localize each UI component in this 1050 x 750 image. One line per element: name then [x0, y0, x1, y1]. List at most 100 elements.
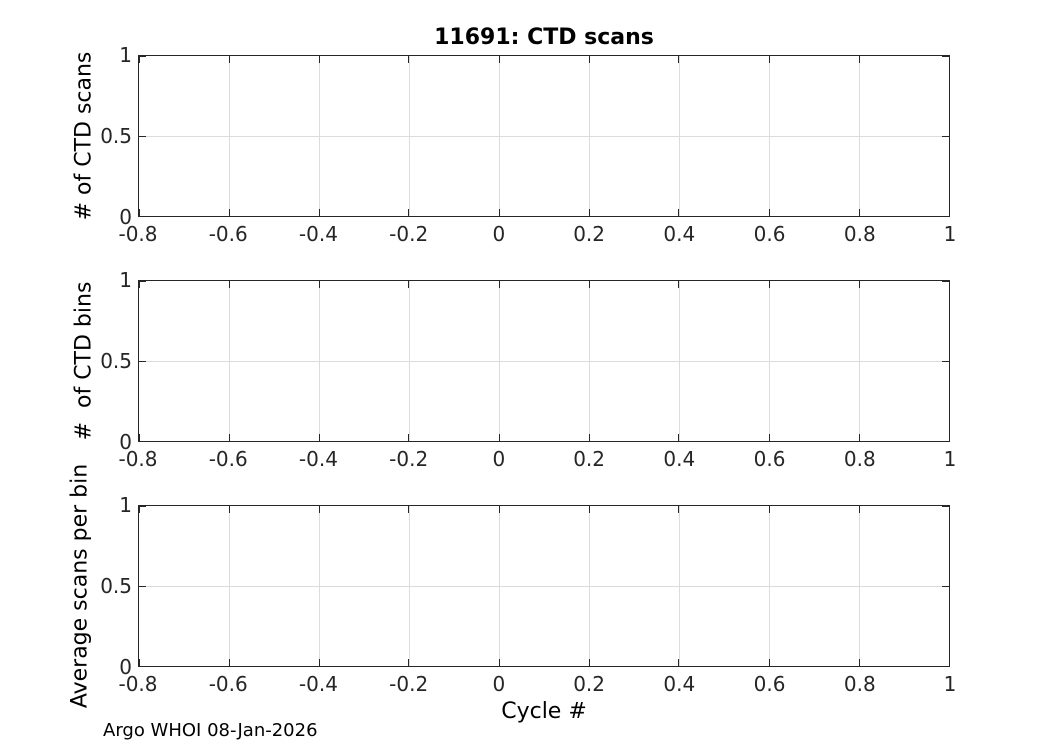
x-tickmark-bottom — [588, 659, 590, 666]
x-tick-label: 0 — [492, 447, 506, 471]
x-tickmark-bottom — [588, 209, 590, 216]
x-tickmark-bottom — [948, 209, 950, 216]
x-tickmark-top — [948, 506, 950, 513]
x-tickmark-bottom — [138, 434, 140, 441]
x-tickmark-bottom — [408, 659, 410, 666]
y-tickmark-left — [139, 55, 146, 57]
y-tickmark-right — [942, 665, 949, 667]
x-tickmark-top — [408, 56, 410, 63]
x-tickmark-bottom — [858, 209, 860, 216]
x-tick-label: 0.2 — [573, 672, 606, 696]
y-tickmark-left — [139, 585, 146, 587]
x-tickmark-top — [498, 506, 500, 513]
x-tick-label: -0.8 — [118, 222, 158, 246]
y-tickmark-left — [139, 665, 146, 667]
x-tickmark-bottom — [228, 659, 230, 666]
x-tickmark-bottom — [408, 434, 410, 441]
x-tick-label: 0.4 — [663, 672, 696, 696]
x-tickmark-bottom — [588, 434, 590, 441]
y-tickmark-left — [139, 280, 146, 282]
x-tickmark-top — [858, 281, 860, 288]
y-tickmark-right — [942, 585, 949, 587]
y-tickmark-right — [942, 55, 949, 57]
x-tickmark-bottom — [678, 209, 680, 216]
x-tick-label: -0.6 — [208, 222, 248, 246]
x-tickmark-top — [318, 56, 320, 63]
x-tickmark-top — [858, 56, 860, 63]
x-tickmark-bottom — [948, 659, 950, 666]
y-tick-label: 0.5 — [100, 124, 132, 148]
x-tick-label: -0.2 — [389, 222, 429, 246]
x-tickmark-top — [948, 281, 950, 288]
x-tickmark-top — [408, 506, 410, 513]
y-tickmark-left — [139, 440, 146, 442]
x-tick-label: -0.4 — [298, 447, 338, 471]
x-tickmark-bottom — [768, 434, 770, 441]
x-tick-label: 1 — [943, 447, 957, 471]
x-tick-label: 0.6 — [753, 672, 786, 696]
x-tickmark-top — [138, 506, 140, 513]
y-tick-label: 0.5 — [100, 574, 132, 598]
plot-area-ctd-bins — [138, 280, 950, 442]
x-tick-label: 0.4 — [663, 447, 696, 471]
x-tickmark-bottom — [858, 659, 860, 666]
x-axis-label: Cycle # — [501, 699, 587, 724]
x-tickmark-top — [228, 506, 230, 513]
plot-area-ctd-scans — [138, 55, 950, 217]
x-tickmark-top — [678, 506, 680, 513]
y-gridline — [139, 586, 949, 587]
x-tickmark-bottom — [768, 209, 770, 216]
plot-area-avg-scans — [138, 505, 950, 667]
x-tick-label: -0.4 — [298, 222, 338, 246]
x-tickmark-top — [588, 56, 590, 63]
x-tickmark-top — [678, 281, 680, 288]
x-tickmark-top — [498, 56, 500, 63]
x-tick-labels-avg-scans: -0.8 -0.6 -0.4 -0.2 0 0.2 0.4 0.6 0.8 1 — [118, 672, 956, 698]
x-tickmark-bottom — [498, 434, 500, 441]
x-tickmark-bottom — [498, 209, 500, 216]
y-tickmark-right — [942, 440, 949, 442]
x-tickmark-bottom — [858, 434, 860, 441]
x-tickmark-top — [138, 56, 140, 63]
y-tick-label: 0 — [119, 430, 132, 454]
x-tickmark-top — [228, 281, 230, 288]
x-tickmark-top — [318, 506, 320, 513]
x-tick-label: 0.4 — [663, 222, 696, 246]
x-tickmark-top — [768, 56, 770, 63]
x-tickmark-top — [948, 56, 950, 63]
y-tickmark-right — [942, 280, 949, 282]
x-tickmark-bottom — [408, 209, 410, 216]
x-tick-label: 1 — [943, 222, 957, 246]
x-tickmark-top — [498, 281, 500, 288]
y-gridline — [139, 136, 949, 137]
y-tickmark-left — [139, 505, 146, 507]
y-tickmark-left — [139, 215, 146, 217]
x-tick-label: -0.2 — [389, 672, 429, 696]
x-tick-label: -0.4 — [298, 672, 338, 696]
y-tick-labels-ctd-scans: 0 0.5 1 — [58, 43, 132, 229]
x-tickmark-top — [588, 281, 590, 288]
x-tick-label: 0.8 — [843, 672, 876, 696]
x-tickmark-top — [678, 56, 680, 63]
x-tick-label: -0.2 — [389, 447, 429, 471]
y-gridline — [139, 361, 949, 362]
y-tickmark-right — [942, 215, 949, 217]
x-tick-label: 0.2 — [573, 447, 606, 471]
y-tick-label: 0.5 — [100, 349, 132, 373]
x-tick-label: 0 — [492, 672, 506, 696]
y-tickmark-right — [942, 135, 949, 137]
x-tick-label: 0 — [492, 222, 506, 246]
x-tick-label: 0.8 — [843, 222, 876, 246]
x-tickmark-bottom — [678, 659, 680, 666]
x-tickmark-bottom — [228, 434, 230, 441]
x-tickmark-top — [138, 281, 140, 288]
x-tick-label: -0.8 — [118, 672, 158, 696]
y-tickmark-left — [139, 135, 146, 137]
x-tick-label: -0.6 — [208, 672, 248, 696]
x-tickmark-top — [588, 506, 590, 513]
footer-annotation: Argo WHOI 08-Jan-2026 — [103, 720, 318, 741]
x-tick-label: -0.8 — [118, 447, 158, 471]
y-tick-label: 1 — [119, 43, 132, 67]
x-tick-label: 1 — [943, 672, 957, 696]
y-tick-label: 0 — [119, 205, 132, 229]
